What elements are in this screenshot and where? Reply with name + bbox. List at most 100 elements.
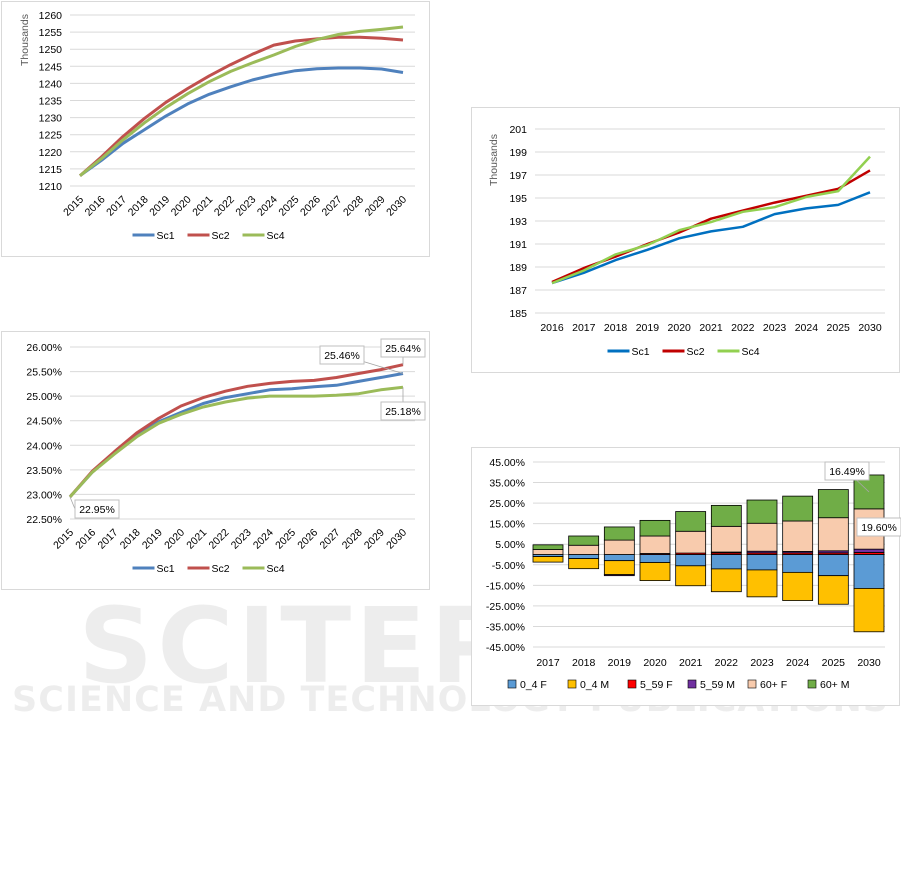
chart-1: 1210 1215 1220 1225 1230 1235 1240 1245 1250 1255… <box>1 1 430 257</box>
bar-segment-0-4-m <box>532 556 564 563</box>
series-line-sc4 <box>68 385 404 498</box>
x-tick-label: 2021 <box>699 322 723 334</box>
y-tick-label: 191 <box>509 239 527 251</box>
series-line-sc1 <box>79 66 404 177</box>
y-tick-label: 25.00% <box>489 498 525 510</box>
legend-swatch <box>567 679 577 689</box>
annotation-box <box>380 338 426 358</box>
bar-segment-0-4-m <box>853 588 885 633</box>
y-tick-label: 24.50% <box>26 416 62 428</box>
x-tick-label: 2024 <box>795 322 819 334</box>
legend-label: 0_4 M <box>580 679 609 691</box>
y-tick-label: 15.00% <box>489 519 525 531</box>
legend-swatch <box>627 679 637 689</box>
annotation-box <box>856 517 901 537</box>
y-tick-label: 195 <box>509 193 527 205</box>
legend-label: Sc1 <box>157 230 175 242</box>
y-tick-label: 1220 <box>39 147 63 159</box>
x-tick-label: 2030 <box>857 657 881 669</box>
legend-swatch <box>507 679 517 689</box>
legend-label: Sc1 <box>632 346 650 358</box>
data-label: 25.46% <box>324 350 360 362</box>
y-tick-label: 1255 <box>39 27 63 39</box>
x-tick-label: 2025 <box>822 657 846 669</box>
x-tick-label: 2025 <box>827 322 851 334</box>
legend-label: Sc1 <box>157 563 175 575</box>
bar-segment-60-m <box>639 519 671 537</box>
legend-label: 5_59 F <box>640 679 673 691</box>
series-line-sc4 <box>551 155 871 285</box>
legend-label: 0_4 F <box>520 679 547 691</box>
y-tick-label: 197 <box>509 170 527 182</box>
series-line-sc2 <box>79 35 404 177</box>
bar-segment-0-4-f <box>568 554 600 560</box>
annotation-box <box>319 345 365 365</box>
y-tick-label: 185 <box>509 308 527 320</box>
legend-swatch <box>687 679 697 689</box>
y-axis-title: Thousands <box>488 134 500 186</box>
x-tick-label: 2023 <box>750 657 774 669</box>
x-tick-label: 2018 <box>604 322 628 334</box>
x-tick-label: 2019 <box>608 657 632 669</box>
bar-segment-60-m <box>782 495 814 522</box>
y-tick-label: 26.00% <box>26 342 62 354</box>
x-tick-label: 2018 <box>572 657 596 669</box>
y-axis-title: Thousands <box>19 14 31 66</box>
bar-segment-60-f <box>639 535 671 554</box>
y-tick-label: 201 <box>509 124 527 136</box>
bar-segment-0-4-f <box>675 554 707 567</box>
y-tick-label: 1225 <box>39 130 63 142</box>
y-tick-label: 24.00% <box>26 440 62 452</box>
y-tick-label: 189 <box>509 262 527 274</box>
y-tick-label: 1250 <box>39 44 63 56</box>
legend-label: Sc4 <box>267 563 285 575</box>
x-tick-label: 2021 <box>679 657 703 669</box>
annotation-box <box>74 499 120 519</box>
bar-segment-0-4-m <box>675 565 707 587</box>
bar-segment-60-m <box>532 544 564 550</box>
x-tick-label: 2017 <box>536 657 560 669</box>
y-tick-label: -35.00% <box>486 621 525 633</box>
y-tick-label: 23.00% <box>26 489 62 501</box>
y-tick-label: 187 <box>509 285 527 297</box>
y-tick-label: 35.00% <box>489 478 525 490</box>
x-tick-label: 2020 <box>668 322 692 334</box>
bar-segment-60-f <box>782 520 814 552</box>
bar-segment-0-4-f <box>603 554 635 562</box>
legend-label: Sc2 <box>212 563 230 575</box>
y-tick-label: 1245 <box>39 61 63 73</box>
data-label: 25.18% <box>385 406 421 418</box>
y-tick-label: 1230 <box>39 113 63 125</box>
bar-segment-0-4-m <box>639 562 671 582</box>
annotation-leader <box>69 496 76 510</box>
annotation-box <box>824 461 870 481</box>
chart-4: 45.00% 35.00% 25.00% 15.00% 5.00% -5.00% -15.0… <box>471 447 901 706</box>
y-tick-label: 1215 <box>39 164 63 176</box>
y-tick-label: 1210 <box>39 181 63 193</box>
bar-segment-0-4-m <box>782 571 814 601</box>
legend-label: 5_59 M <box>700 679 735 691</box>
bar-segment-0-4-f <box>782 554 814 573</box>
bar-segment-0-4-m <box>710 568 742 593</box>
legend-label: 60+ M <box>820 679 849 691</box>
bar-segment-60-f <box>568 544 600 555</box>
y-tick-label: 22.50% <box>26 514 62 526</box>
y-tick-label: 45.00% <box>489 457 525 469</box>
legend-swatch <box>747 679 757 689</box>
bar-segment-0-4-m <box>568 558 600 570</box>
y-tick-label: 193 <box>509 216 527 228</box>
series-line-sc4 <box>79 25 404 177</box>
y-tick-label: -25.00% <box>486 601 525 613</box>
y-tick-label: 1260 <box>39 10 63 22</box>
y-tick-label: -15.00% <box>486 580 525 592</box>
bar-segment-60-m <box>817 489 849 519</box>
bar-segment-0-4-f <box>639 554 671 563</box>
y-tick-label: 1240 <box>39 78 63 90</box>
series-line-sc1 <box>551 191 871 285</box>
legend-label: Sc2 <box>687 346 705 358</box>
bar-segment-5-59-m <box>853 548 885 553</box>
data-label: 22.95% <box>79 504 115 516</box>
bar-segment-0-4-f <box>710 554 742 570</box>
series-line-sc2 <box>68 363 404 498</box>
